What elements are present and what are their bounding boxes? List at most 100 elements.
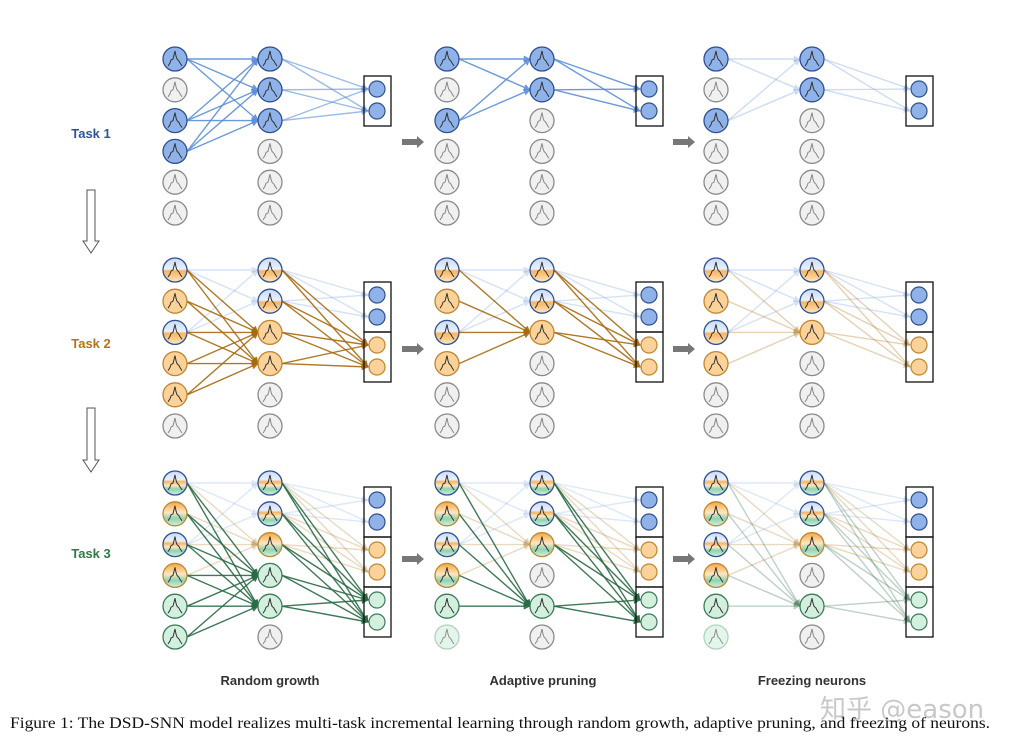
watermark: 知乎 @eason [820, 695, 984, 725]
connection-edge [281, 291, 369, 302]
output-neuron-blue [640, 102, 658, 120]
connection-edge [553, 482, 641, 551]
task-1-label: Task 1 [71, 126, 111, 141]
connection-edge [281, 574, 369, 602]
right-arrow-icon [673, 553, 695, 565]
connection-edge [823, 58, 911, 112]
connection-edge [553, 300, 641, 346]
connection-edge [553, 269, 641, 297]
connection-edge [186, 362, 259, 396]
connection-edge [458, 482, 531, 607]
connection-edge [281, 543, 369, 574]
output-neuron-blue [910, 308, 928, 326]
connection-edge [553, 331, 641, 348]
spike-icon [804, 293, 820, 309]
connection-edge [553, 482, 641, 523]
hidden-neuron-inactive [799, 169, 825, 195]
hidden-neuron-inactive [257, 382, 283, 408]
connection-edge [186, 331, 259, 365]
input-neuron-orange [703, 288, 729, 314]
connection-edge [458, 544, 531, 607]
hidden-neuron-inactive [529, 138, 555, 165]
output-neuron-orange [640, 358, 658, 376]
connection-edge [553, 300, 641, 368]
output-group-box [635, 75, 664, 127]
hidden-neuron-orange [257, 319, 283, 346]
spike-icon [534, 174, 550, 190]
spike-icon [167, 417, 183, 434]
hidden-neuron-inactive [257, 169, 283, 195]
input-neuron-orange-green [703, 562, 729, 589]
output-neuron-blue [910, 513, 928, 531]
spike-icon [534, 112, 550, 128]
spike-icon [262, 50, 278, 67]
connection-edge [727, 269, 801, 333]
hidden-neuron-green [799, 593, 825, 619]
connection-edge [823, 85, 911, 93]
spike-icon [708, 324, 724, 340]
connection-edge [281, 482, 369, 601]
input-neuron-faint-green [703, 624, 729, 650]
spike-icon [534, 81, 550, 98]
hidden-neuron-inactive [529, 107, 555, 134]
input-neuron-blue-orange-green [434, 531, 460, 558]
spike-icon [534, 204, 550, 221]
hidden-neuron-blue-orange [257, 288, 283, 314]
connection-edge [458, 513, 531, 546]
spike-icon [534, 355, 550, 371]
connection-edge [823, 269, 911, 297]
connection-edge [727, 513, 801, 607]
connection-edge [553, 605, 641, 625]
connection-edge [727, 269, 801, 302]
input-neuron-orange [162, 382, 188, 408]
connection-edge [281, 482, 369, 551]
output-neuron-blue [910, 286, 928, 304]
connection-edge [186, 513, 259, 576]
spike-icon [708, 174, 724, 190]
output-neuron-orange [910, 358, 928, 376]
input-neuron-blue [434, 107, 460, 134]
hidden-neuron-blue [799, 77, 825, 103]
connection-edge [823, 300, 911, 368]
connection-edge [553, 331, 641, 368]
connection-edge [281, 605, 369, 625]
spike-icon [167, 628, 183, 645]
connection-edge [281, 108, 369, 122]
output-neuron-blue [368, 491, 386, 509]
task-3-label: Task 3 [71, 546, 111, 561]
connection-edge [553, 596, 641, 607]
hidden-neuron-inactive [799, 413, 825, 439]
connection-edge [823, 544, 911, 623]
output-neuron-green [368, 591, 386, 609]
connection-edge [281, 331, 369, 348]
connection-edge [823, 291, 911, 302]
output-neuron-orange [368, 358, 386, 376]
spike-icon [262, 505, 278, 522]
output-neuron-blue [640, 491, 658, 509]
output-neuron-blue [640, 80, 658, 98]
spike-icon [262, 355, 278, 371]
output-group-box [905, 586, 934, 638]
connection-edge [186, 543, 259, 577]
spike-icon [534, 50, 550, 67]
connection-edge [281, 269, 369, 346]
spike-icon [708, 143, 724, 159]
spike-icon [534, 293, 550, 309]
spike-icon [708, 204, 724, 221]
connection-edge [281, 58, 369, 112]
input-neuron-blue-orange [434, 257, 460, 283]
figure-caption: Figure 1: The DSD-SNN model realizes mul… [10, 715, 990, 732]
output-neuron-blue [368, 102, 386, 120]
connection-edge [458, 574, 531, 607]
spike-icon [804, 628, 820, 645]
input-neuron-inactive [162, 413, 188, 439]
connection-edge [186, 574, 259, 638]
connection-edge [281, 482, 369, 573]
spike-icon [262, 324, 278, 340]
output-neuron-orange [910, 541, 928, 559]
connection-edge [458, 513, 531, 607]
connection-edge [553, 543, 641, 554]
spike-icon [439, 567, 455, 583]
right-arrow-icon [673, 136, 695, 148]
spike-icon [439, 628, 455, 645]
